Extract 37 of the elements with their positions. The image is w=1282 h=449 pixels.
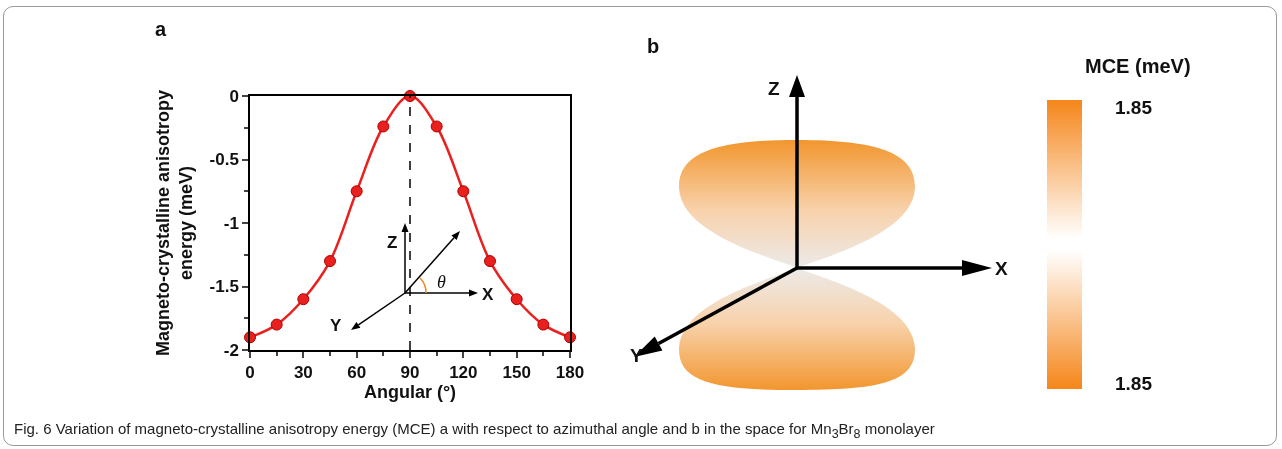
text: X [995,258,1008,280]
text: 1.85 [1115,373,1152,395]
point [350,185,363,198]
caption: Fig. 6 Variation of magneto-crystalline anisotropy energy (MCE) a with respect to azimuthal angle and b in the space for Mn$_{3}$Br$_{8}$ monolayer [14,420,935,441]
x-tick-label: 120 [449,363,478,383]
x-tick-label: 60 [347,363,367,383]
x-tick-label: 150 [502,363,531,383]
point [510,293,523,306]
point [324,255,336,268]
x-tick-label: 0 [245,363,255,383]
y-axis-title: Magneto-crystalline anisotropy energy (meV) [152,89,197,357]
text: Y [630,345,643,367]
x-axis-title: Angular (°) [363,382,457,403]
point [297,293,310,306]
point [484,255,496,268]
y-tick-label: -1.5 [209,277,239,297]
text: b [647,35,660,57]
x-tick-label: 30 [293,363,313,383]
point [377,120,390,133]
y-tick-label: -0.5 [209,150,239,170]
chart-title: a [155,18,167,40]
annotation: Y [330,316,342,336]
y-tick-label: -2 [223,340,239,360]
x-tick-label: 90 [400,363,420,383]
point [457,185,470,198]
annotation: X [482,285,494,305]
y-tick-label: -1 [223,213,239,233]
annotation: Z [387,233,398,253]
point [270,318,283,331]
point [537,318,550,331]
text: Z [768,78,780,100]
annotation: θ [437,272,446,293]
y-tick-label: 0 [229,86,239,106]
text: 1.85 [1115,97,1152,119]
point [430,120,443,133]
color-bar-title: MCE (meV) [1085,55,1191,77]
x-tick-label: 180 [555,363,585,383]
